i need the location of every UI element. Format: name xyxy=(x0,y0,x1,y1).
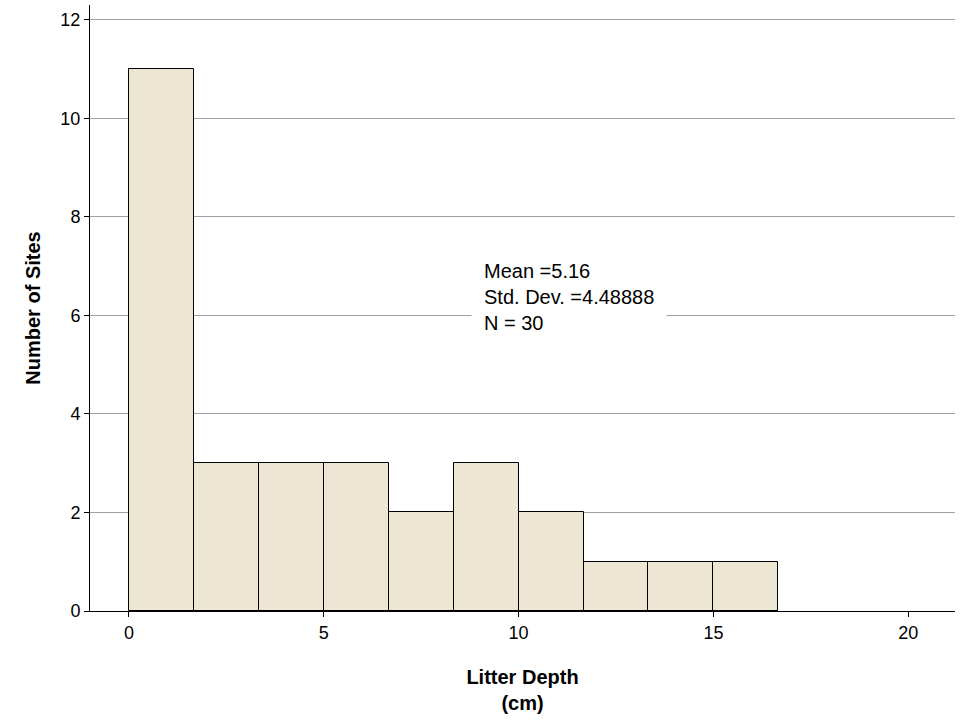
svg-text:10: 10 xyxy=(509,623,529,643)
svg-text:2: 2 xyxy=(70,503,80,523)
svg-text:0: 0 xyxy=(70,601,80,621)
svg-text:15: 15 xyxy=(703,623,723,643)
svg-text:0: 0 xyxy=(124,623,134,643)
svg-text:8: 8 xyxy=(70,207,80,227)
svg-text:Litter Depth(cm): Litter Depth(cm) xyxy=(466,666,578,714)
svg-text:6: 6 xyxy=(70,306,80,326)
svg-text:Number of Sites: Number of Sites xyxy=(22,231,44,384)
svg-text:12: 12 xyxy=(60,10,80,30)
svg-text:20: 20 xyxy=(898,623,918,643)
svg-text:Mean =5.16Std. Dev. =4.48888N: Mean =5.16Std. Dev. =4.48888N = 30 xyxy=(484,260,654,334)
svg-text:5: 5 xyxy=(319,623,329,643)
svg-text:4: 4 xyxy=(70,404,80,424)
svg-text:10: 10 xyxy=(60,109,80,129)
